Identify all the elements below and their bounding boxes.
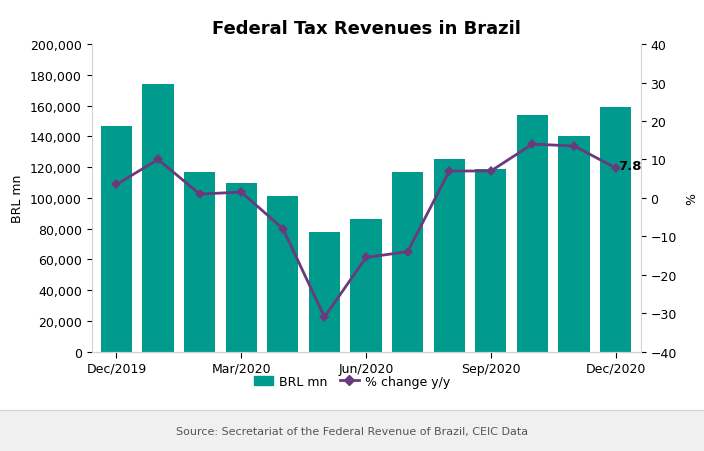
- Bar: [351, 220, 382, 352]
- Bar: [392, 172, 423, 352]
- Bar: [434, 160, 465, 352]
- Y-axis label: BRL mn: BRL mn: [11, 174, 25, 223]
- Text: 7.8: 7.8: [618, 160, 641, 173]
- Legend: BRL mn, % change y/y: BRL mn, % change y/y: [249, 370, 455, 393]
- Text: Source: Secretariat of the Federal Revenue of Brazil, CEIC Data: Source: Secretariat of the Federal Reven…: [176, 426, 528, 436]
- Bar: [309, 232, 340, 352]
- Y-axis label: %: %: [685, 193, 698, 204]
- Bar: [142, 85, 174, 352]
- Bar: [101, 126, 132, 352]
- Bar: [226, 183, 257, 352]
- Bar: [517, 115, 548, 352]
- Title: Federal Tax Revenues in Brazil: Federal Tax Revenues in Brazil: [212, 20, 520, 38]
- Bar: [558, 137, 590, 352]
- Bar: [475, 169, 506, 352]
- Bar: [268, 197, 298, 352]
- Bar: [600, 108, 631, 352]
- Bar: [184, 172, 215, 352]
